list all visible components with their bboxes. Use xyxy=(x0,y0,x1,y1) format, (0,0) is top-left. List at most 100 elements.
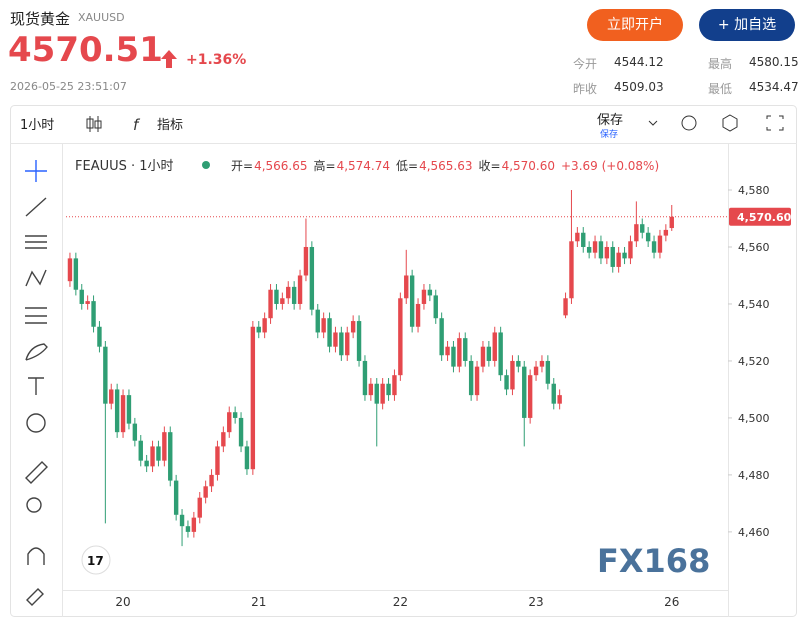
candle-body xyxy=(457,338,462,367)
candle-body xyxy=(415,303,421,327)
candle-body xyxy=(85,301,90,304)
candle-body xyxy=(510,360,515,390)
brush-tool[interactable] xyxy=(25,343,48,361)
indicators[interactable]: 指标 xyxy=(157,118,183,133)
candle-body xyxy=(539,360,545,367)
candle-body xyxy=(628,241,633,259)
timestamp: 2026-05-25 23:51:07 xyxy=(10,80,127,93)
candle-body xyxy=(144,460,149,467)
fx-icon[interactable]: f xyxy=(133,116,141,134)
cross-tool[interactable] xyxy=(25,160,47,182)
candle-body xyxy=(480,346,486,367)
ruler-tool[interactable] xyxy=(25,461,48,484)
candle-body xyxy=(516,360,521,367)
candle-body xyxy=(221,432,226,447)
candle-body xyxy=(398,298,403,376)
candle-body xyxy=(333,332,338,347)
alert-icon[interactable] xyxy=(681,115,697,131)
stat-label: 最低 xyxy=(708,82,733,96)
candle-body xyxy=(604,246,610,259)
candle-body xyxy=(291,286,297,304)
emoji-tool[interactable] xyxy=(26,413,46,433)
price: 4570.51 xyxy=(8,30,163,70)
candle-body xyxy=(551,383,556,404)
candle-body xyxy=(557,395,562,404)
candle-body xyxy=(238,417,244,447)
fib-tool[interactable] xyxy=(25,235,47,249)
zoom-tool[interactable] xyxy=(26,497,42,513)
candle-body xyxy=(138,440,143,461)
x-tick-label: 26 xyxy=(664,595,679,609)
candle-body xyxy=(215,446,220,475)
lock-draw-tool[interactable] xyxy=(26,588,44,606)
stat-value: 4580.15 xyxy=(749,55,799,69)
candle-body xyxy=(179,514,185,527)
candle-body xyxy=(409,275,415,327)
line-tool[interactable] xyxy=(25,197,47,217)
candle-body xyxy=(109,389,114,404)
magnet-tool[interactable] xyxy=(27,547,45,565)
dropdown-icon[interactable] xyxy=(648,120,658,126)
fullscreen-icon[interactable] xyxy=(766,115,784,131)
projection-tool[interactable] xyxy=(25,307,47,324)
y-tick-label: 4,560 xyxy=(738,241,770,254)
candle-body xyxy=(433,295,438,319)
candle-body xyxy=(132,423,138,441)
candle-body xyxy=(191,517,197,532)
candle-body xyxy=(545,360,551,384)
settings-icon[interactable] xyxy=(722,114,738,132)
last-price-label: 4,570.60 xyxy=(737,211,792,224)
candle-body xyxy=(498,332,503,376)
legend-symbol: FEAUUS · 1小时 xyxy=(75,159,174,174)
y-tick-label: 4,500 xyxy=(738,412,770,425)
candle-body xyxy=(274,289,279,304)
candle-body xyxy=(616,252,621,267)
candle-body xyxy=(522,366,527,418)
candle-body xyxy=(185,526,191,532)
candle-body xyxy=(581,232,586,247)
title: 现货黄金 xyxy=(10,10,71,28)
legend-label: 低= xyxy=(396,159,418,173)
x-tick-label: 21 xyxy=(251,595,266,609)
stat-value: 4534.47 xyxy=(749,80,799,94)
stat-label: 最高 xyxy=(708,57,733,71)
candle-body xyxy=(244,446,250,470)
save-sub: 保存 xyxy=(600,128,618,140)
candle-body xyxy=(651,241,657,253)
candle-body xyxy=(380,383,385,404)
candle-body xyxy=(504,375,509,390)
candle-body xyxy=(203,486,208,498)
change: +1.36% xyxy=(186,52,247,68)
candle-body xyxy=(669,216,674,229)
interval[interactable]: 1小时 xyxy=(20,118,54,133)
y-tick-label: 4,480 xyxy=(738,469,770,482)
candle-body xyxy=(309,246,315,310)
text-tool[interactable] xyxy=(28,377,44,395)
candle-body xyxy=(634,224,639,242)
candle-body xyxy=(262,318,267,333)
candle-body xyxy=(533,366,539,376)
legend-value: 4,565.63 xyxy=(419,159,472,173)
pattern-tool[interactable] xyxy=(25,269,47,287)
watchlist-button[interactable]: + 加自选 xyxy=(699,9,795,41)
candle-body xyxy=(663,229,669,236)
legend-value: 4,574.74 xyxy=(337,159,390,173)
candle-icon[interactable] xyxy=(86,116,102,132)
candle-body xyxy=(268,289,273,319)
candle-body xyxy=(474,366,480,396)
candle-body xyxy=(640,224,645,233)
open-account-button[interactable]: 立即开户 xyxy=(587,9,683,41)
candle-body xyxy=(345,332,350,356)
candle-body xyxy=(439,318,444,356)
save[interactable]: 保存 xyxy=(597,113,623,128)
candle-body xyxy=(315,309,320,333)
candle-body xyxy=(79,289,84,304)
candle-body xyxy=(339,332,344,356)
candle-body xyxy=(67,258,73,282)
candle-body xyxy=(350,321,356,333)
tv-logo-text: 17 xyxy=(87,554,104,568)
candle-body xyxy=(73,258,79,290)
candle-body xyxy=(486,346,492,361)
legend-value: 4,566.65 xyxy=(254,159,307,173)
candle-body xyxy=(563,298,568,316)
